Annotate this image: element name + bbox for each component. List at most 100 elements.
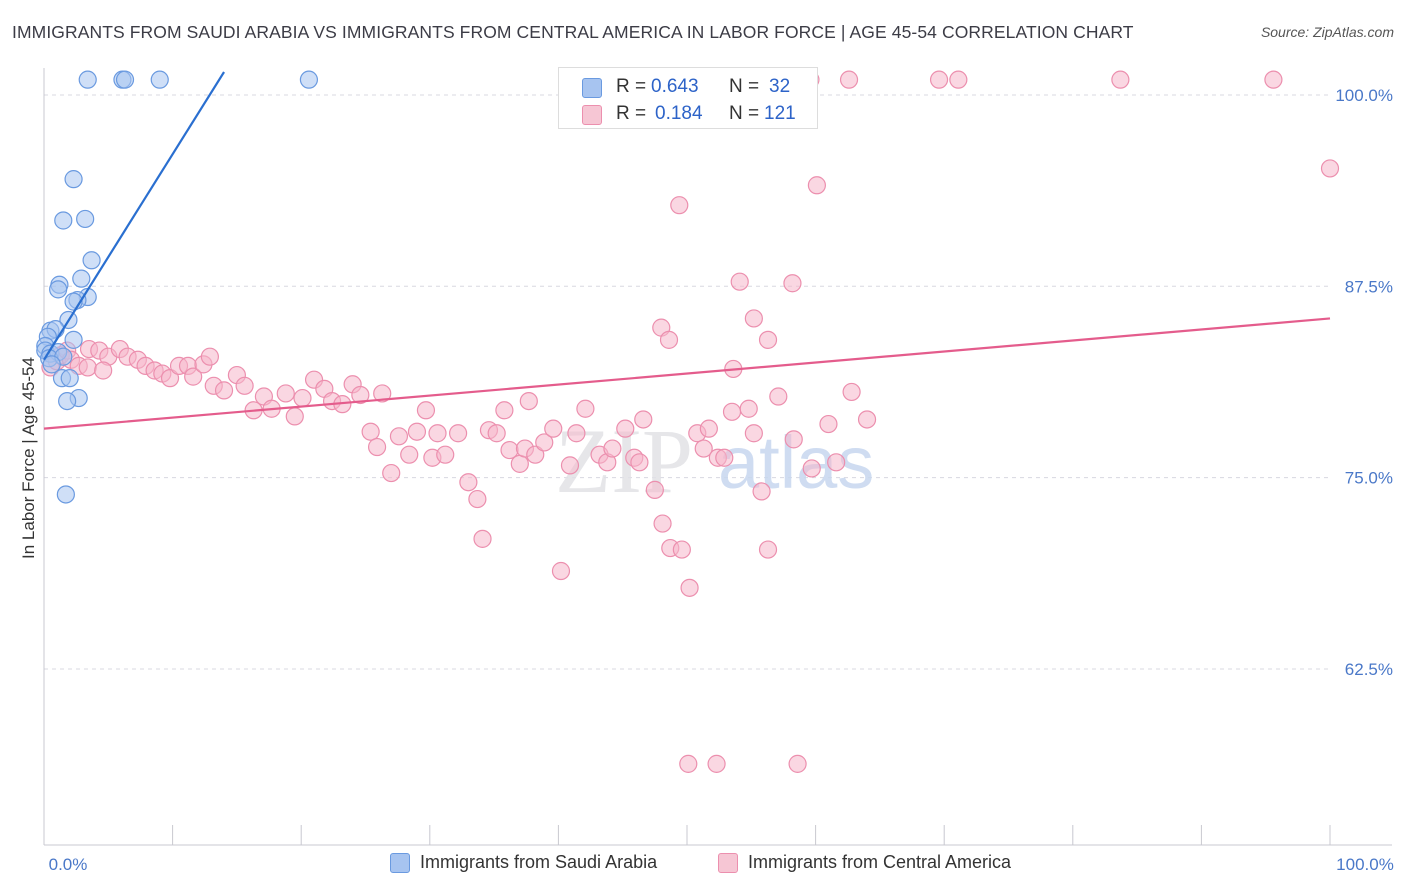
point-central-america[interactable] xyxy=(699,419,718,438)
point-central-america[interactable] xyxy=(468,489,487,509)
point-central-america[interactable] xyxy=(670,196,689,215)
point-saudi-arabia[interactable] xyxy=(299,70,319,89)
point-central-america[interactable] xyxy=(929,70,949,89)
point-saudi-arabia[interactable] xyxy=(78,70,97,89)
stats-n-label: N = xyxy=(729,76,760,97)
stats-r-value: 0.184 xyxy=(655,103,703,124)
point-central-america[interactable] xyxy=(576,399,595,418)
point-central-america[interactable] xyxy=(459,473,478,492)
point-central-america[interactable] xyxy=(739,399,758,418)
point-central-america[interactable] xyxy=(758,330,778,349)
point-central-america[interactable] xyxy=(758,540,778,559)
point-central-america[interactable] xyxy=(544,419,563,438)
point-central-america[interactable] xyxy=(807,176,826,195)
point-central-america[interactable] xyxy=(351,385,370,405)
point-saudi-arabia[interactable] xyxy=(115,70,135,89)
point-central-america[interactable] xyxy=(839,70,859,89)
point-central-america[interactable] xyxy=(672,540,691,559)
point-saudi-arabia[interactable] xyxy=(64,330,83,349)
point-central-america[interactable] xyxy=(707,754,726,773)
point-central-america[interactable] xyxy=(730,272,749,291)
point-central-america[interactable] xyxy=(679,754,698,773)
point-central-america[interactable] xyxy=(94,361,113,380)
point-central-america[interactable] xyxy=(802,459,821,478)
stats-box: R = 0.643 N = 32 R = 0.184 N = 121 xyxy=(558,67,818,129)
point-central-america[interactable] xyxy=(373,384,392,403)
point-central-america[interactable] xyxy=(367,437,387,457)
point-saudi-arabia[interactable] xyxy=(56,485,75,504)
point-central-america[interactable] xyxy=(783,274,802,293)
point-central-america[interactable] xyxy=(285,407,304,426)
point-central-america[interactable] xyxy=(659,330,679,349)
point-central-america[interactable] xyxy=(744,424,763,443)
point-central-america[interactable] xyxy=(819,414,838,434)
point-central-america[interactable] xyxy=(784,430,803,449)
legend-swatch-central-america xyxy=(718,852,738,873)
point-saudi-arabia[interactable] xyxy=(60,369,79,388)
point-saudi-arabia[interactable] xyxy=(54,211,73,230)
point-central-america[interactable] xyxy=(436,445,455,464)
point-central-america[interactable] xyxy=(361,422,380,441)
point-saudi-arabia[interactable] xyxy=(42,355,61,374)
point-central-america[interactable] xyxy=(276,384,295,403)
point-central-america[interactable] xyxy=(744,309,763,328)
point-central-america[interactable] xyxy=(510,454,529,473)
point-central-america[interactable] xyxy=(616,419,635,438)
point-saudi-arabia[interactable] xyxy=(82,251,101,270)
point-central-america[interactable] xyxy=(235,376,254,395)
point-central-america[interactable] xyxy=(389,427,409,446)
point-central-america[interactable] xyxy=(184,367,203,386)
point-central-america[interactable] xyxy=(1264,70,1283,89)
point-central-america[interactable] xyxy=(857,410,877,429)
point-central-america[interactable] xyxy=(407,422,427,441)
point-saudi-arabia[interactable] xyxy=(64,170,83,189)
point-central-america[interactable] xyxy=(487,424,506,443)
point-central-america[interactable] xyxy=(428,424,447,443)
point-central-america[interactable] xyxy=(722,402,742,421)
point-saudi-arabia[interactable] xyxy=(72,269,91,288)
point-central-america[interactable] xyxy=(603,439,622,458)
point-central-america[interactable] xyxy=(400,445,419,464)
point-central-america[interactable] xyxy=(630,453,649,472)
legend-swatch-saudi-arabia xyxy=(390,852,410,873)
point-central-america[interactable] xyxy=(567,424,586,443)
point-central-america[interactable] xyxy=(551,561,571,581)
point-saudi-arabia[interactable] xyxy=(58,391,77,411)
point-central-america[interactable] xyxy=(769,387,788,406)
point-central-america[interactable] xyxy=(473,529,492,548)
point-saudi-arabia[interactable] xyxy=(49,280,68,299)
point-central-america[interactable] xyxy=(752,482,771,501)
point-central-america[interactable] xyxy=(519,391,538,411)
point-central-america[interactable] xyxy=(842,382,861,402)
point-central-america[interactable] xyxy=(634,410,653,429)
point-central-america[interactable] xyxy=(788,754,807,773)
point-central-america[interactable] xyxy=(560,456,580,475)
point-central-america[interactable] xyxy=(715,448,734,467)
point-saudi-arabia[interactable] xyxy=(150,70,169,89)
point-central-america[interactable] xyxy=(382,463,401,483)
point-central-america[interactable] xyxy=(1111,70,1130,89)
point-central-america[interactable] xyxy=(214,381,234,400)
point-central-america[interactable] xyxy=(448,424,468,443)
point-central-america[interactable] xyxy=(495,401,514,420)
point-saudi-arabia[interactable] xyxy=(76,209,95,229)
legend-item-central-america[interactable]: Immigrants from Central America xyxy=(718,852,1011,873)
series-saudi-arabia-points xyxy=(36,70,319,504)
point-central-america[interactable] xyxy=(293,388,312,408)
point-central-america[interactable] xyxy=(645,480,664,499)
point-central-america[interactable] xyxy=(78,358,97,377)
point-central-america[interactable] xyxy=(694,439,713,458)
point-central-america[interactable] xyxy=(827,453,846,472)
legend-item-saudi-arabia[interactable]: Immigrants from Saudi Arabia xyxy=(390,852,657,873)
point-central-america[interactable] xyxy=(653,514,672,533)
point-central-america[interactable] xyxy=(1320,159,1340,178)
point-central-america[interactable] xyxy=(680,578,699,597)
point-central-america[interactable] xyxy=(200,347,219,366)
point-central-america[interactable] xyxy=(526,445,545,464)
point-central-america[interactable] xyxy=(535,433,554,452)
trend-lines xyxy=(43,71,1331,430)
point-central-america[interactable] xyxy=(949,70,968,89)
legend-label-central-america: Immigrants from Central America xyxy=(748,852,1012,872)
point-central-america[interactable] xyxy=(416,401,436,420)
point-central-america[interactable] xyxy=(160,369,180,388)
